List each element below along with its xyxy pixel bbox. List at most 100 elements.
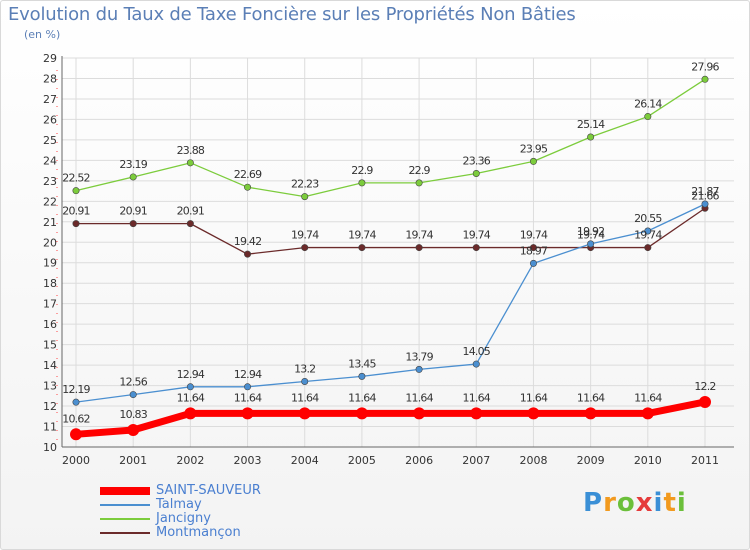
data-label: 12.2 (694, 380, 715, 393)
x-tick-label: 2003 (234, 454, 262, 467)
data-point (587, 240, 595, 248)
x-tick-label: 2006 (405, 454, 433, 467)
data-label: 27.96 (691, 60, 719, 73)
data-label: 23.95 (520, 142, 548, 155)
data-point (244, 383, 252, 391)
logo-letter: o (616, 488, 636, 518)
y-tick-label: 28 (43, 72, 57, 85)
data-point (527, 407, 540, 420)
legend-item-saint-sauveur: SAINT-SAUVEUR (100, 484, 360, 498)
data-point (358, 372, 366, 380)
y-tick-label: 20 (43, 236, 57, 249)
data-label: 14.05 (463, 345, 491, 358)
data-label: 20.91 (119, 205, 147, 218)
data-label: 13.45 (348, 357, 376, 370)
data-point (186, 159, 194, 167)
data-label: 21.87 (691, 185, 719, 198)
data-label: 19.74 (463, 229, 491, 242)
x-tick-label: 2010 (634, 454, 662, 467)
data-point (244, 250, 252, 258)
data-point (644, 227, 652, 235)
data-point (358, 179, 366, 187)
data-point (301, 244, 309, 252)
legend-swatch-jancigny (100, 518, 150, 520)
data-label: 19.74 (520, 229, 548, 242)
logo-letter: t (663, 488, 677, 518)
data-label: 19.42 (234, 235, 262, 248)
legend-swatch-saint-sauveur (100, 487, 150, 495)
data-label: 23.36 (463, 154, 491, 167)
data-point (472, 169, 480, 177)
data-label: 19.74 (577, 229, 605, 242)
y-tick-label: 10 (43, 441, 57, 454)
data-point (641, 407, 654, 420)
data-point (701, 75, 709, 83)
x-tick-label: 2002 (176, 454, 204, 467)
data-point (584, 407, 597, 420)
data-point (355, 407, 368, 420)
data-point (301, 377, 309, 385)
axes: 10 11 12 13 14 15 16 17 18 19 20 21 22 23 24 25 26 27 28 29… (43, 52, 734, 467)
data-label: 22.23 (291, 178, 319, 191)
data-label: 11.64 (234, 391, 262, 404)
data-label: 10.83 (119, 408, 147, 421)
data-point (72, 398, 80, 406)
y-tick-label: 27 (43, 93, 57, 106)
data-label: 12.94 (234, 368, 262, 381)
chart-subtitle: (en %) (24, 28, 61, 41)
data-point (529, 157, 537, 165)
data-point (644, 244, 652, 252)
y-tick-label: 12 (43, 400, 57, 413)
data-point (644, 113, 652, 121)
legend-label-jancigny: Jancigny (156, 511, 211, 526)
y-tick-label: 11 (43, 421, 57, 434)
data-point (699, 395, 711, 408)
legend-swatch-montmancon (100, 532, 150, 534)
data-label: 11.64 (405, 391, 433, 404)
data-label: 22.52 (62, 172, 90, 185)
data-point (415, 365, 423, 373)
data-label: 11.64 (577, 391, 605, 404)
legend-label-saint-sauveur: SAINT-SAUVEUR (156, 483, 261, 498)
data-label: 13.2 (294, 362, 315, 375)
data-point (529, 259, 537, 267)
data-label: 20.55 (634, 212, 662, 225)
series-line-talmay (75, 203, 706, 403)
data-point (129, 173, 137, 181)
data-label: 26.14 (634, 98, 662, 111)
x-tick-label: 2011 (691, 454, 719, 467)
data-point (470, 407, 483, 420)
grid-lines (62, 57, 734, 448)
y-tick-label: 25 (43, 134, 57, 147)
logo-letter: r (603, 488, 617, 518)
data-point (701, 200, 709, 208)
data-label: 12.19 (62, 383, 90, 396)
x-tick-label: 2001 (119, 454, 147, 467)
y-tick-label: 14 (43, 359, 57, 372)
y-tick-label: 15 (43, 339, 57, 352)
data-label: 19.74 (634, 229, 662, 242)
data-point (472, 360, 480, 368)
logo-letter: i (653, 488, 664, 518)
y-tick-label: 24 (43, 154, 57, 167)
data-label: 11.64 (463, 391, 491, 404)
data-point (244, 183, 252, 191)
chart-title: Evolution du Taux de Taxe Foncière sur l… (8, 4, 576, 25)
logo-letter: i (676, 488, 687, 518)
data-label: 12.56 (119, 376, 147, 389)
y-tick-label: 13 (43, 380, 57, 393)
y-tick-label: 18 (43, 277, 57, 290)
data-point (129, 391, 137, 399)
data-labels: 10.62 10.83 11.64 11.64 11.64 11.64 11.64 11.64… (62, 60, 720, 425)
data-label: 21.66 (691, 189, 719, 202)
data-label: 13.79 (405, 350, 433, 363)
data-label: 18.97 (520, 244, 548, 257)
data-point (184, 407, 197, 420)
y-tick-label: 17 (43, 298, 57, 311)
data-point (72, 187, 80, 195)
legend-label-talmay: Talmay (156, 497, 202, 512)
data-point (129, 220, 137, 228)
data-point (358, 244, 366, 252)
